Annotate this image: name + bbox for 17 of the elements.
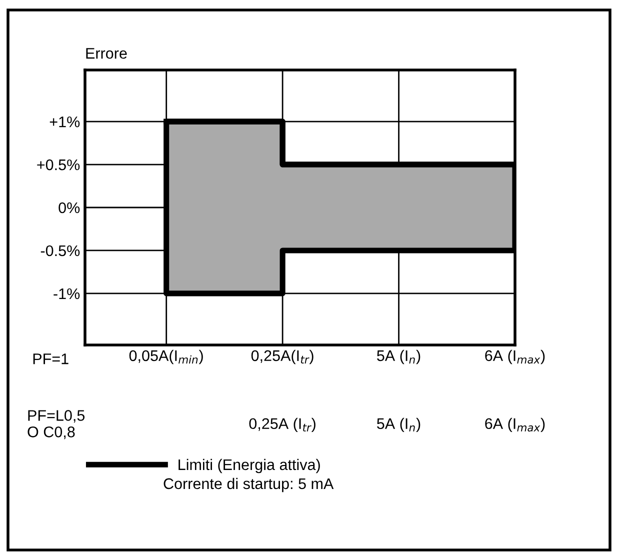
y-axis-title: Errore [86,48,127,59]
y-tick-label: +1% [50,116,80,128]
text: Corrente di startup: 5 mA [164,478,334,492]
y-tick-label: 0% [58,202,80,214]
legend-label: Limiti (Energia attiva) [178,458,320,474]
x-tick-label: 5A (I$_{n}$) [377,350,420,364]
text: PF=L0,5 O C0,8 [28,410,85,440]
text: 5A (I$_{n}$) [377,418,420,432]
y-tick-label: -0.5% [40,245,80,256]
x-tick-label: 6A (I$_{max}$) [485,350,545,364]
x-tick-label: 0,25A(I$_{tr}$) [251,350,314,364]
x-tick-label: 0,05A(I$_{min}$) [129,350,203,364]
y-tick-label: -1% [54,288,80,300]
x-axis-title: PF=1 [33,354,68,364]
y-tick-label: +0.5% [37,159,80,170]
text: 6A (I$_{max}$) [485,418,545,432]
text: 0,25A (I$_{tr}$) [249,418,316,432]
